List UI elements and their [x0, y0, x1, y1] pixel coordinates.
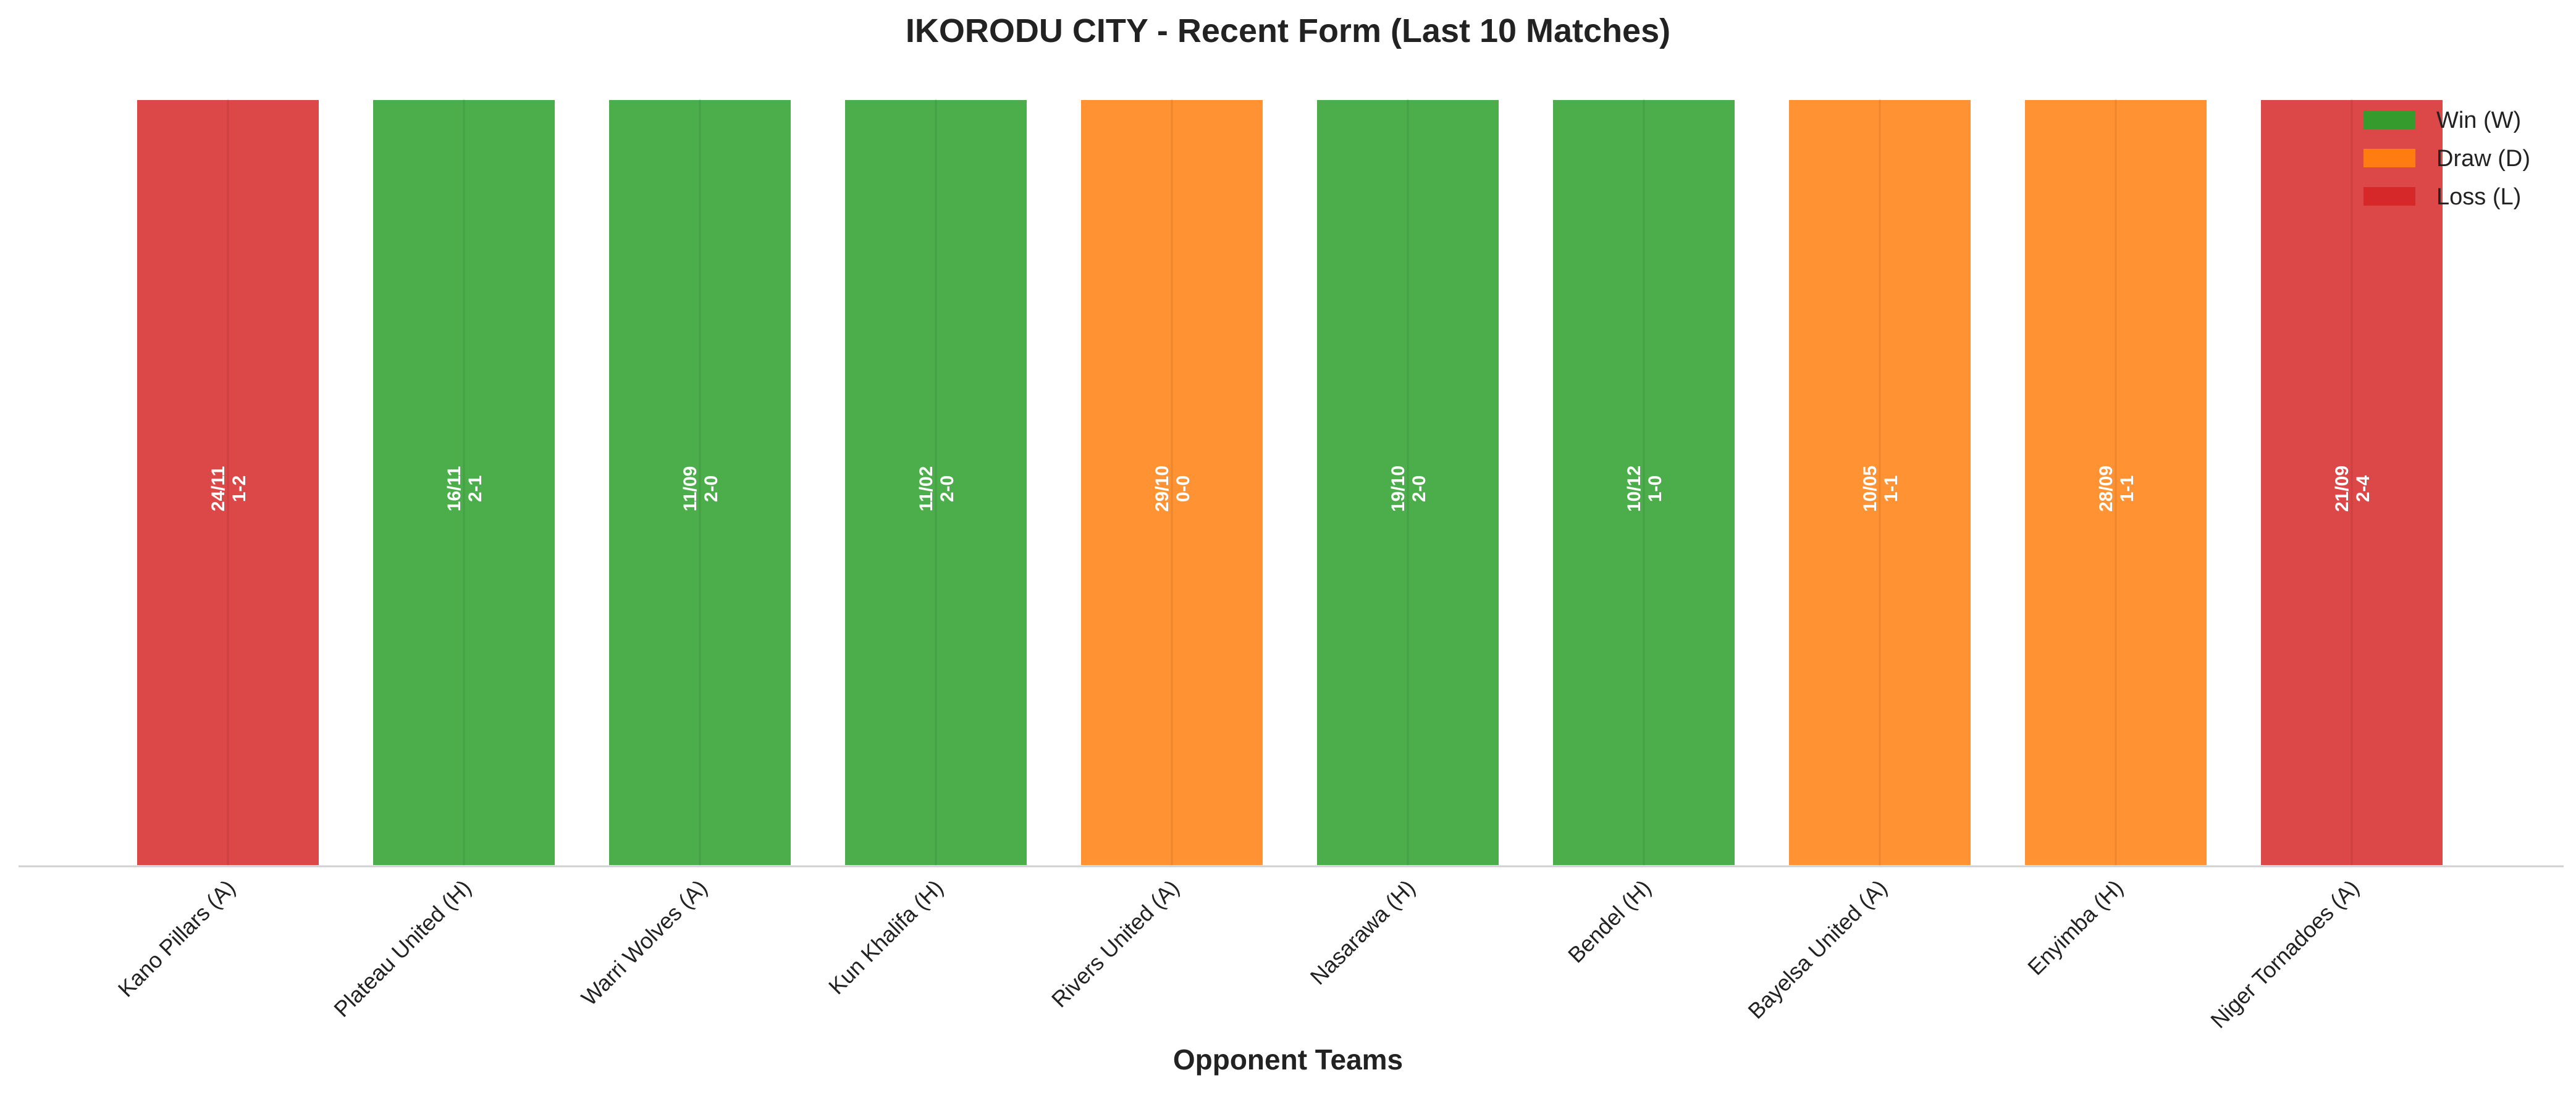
match-score-label: 1-2	[229, 475, 250, 502]
bar-9	[2022, 98, 2209, 868]
bar-5	[1079, 98, 1265, 868]
bar-annotation: 19/10 2-0	[1388, 466, 1429, 512]
bar-annotation: 11/09 2-0	[680, 466, 722, 511]
bar-annotation: 28/09 1-1	[2096, 466, 2137, 512]
bar-10	[2258, 98, 2445, 868]
match-date-label: 10/12	[1624, 466, 1644, 512]
legend: Win (W) Draw (D) Loss (L)	[2363, 107, 2530, 210]
bar-7	[1551, 98, 1737, 868]
legend-label-w: Win (W)	[2436, 107, 2521, 133]
match-score-label: 2-0	[937, 475, 958, 502]
match-score-label: 0-0	[1173, 475, 1193, 502]
bar-annotation: 10/05 1-1	[1860, 466, 1901, 512]
legend-label-d: Draw (D)	[2436, 146, 2530, 172]
x-axis-label: Opponent Teams	[1173, 1044, 1403, 1076]
match-score-label: 1-0	[1645, 475, 1665, 502]
bar-annotation: 21/09 2-4	[2332, 466, 2373, 512]
bar-1	[135, 98, 321, 868]
bar-annotation: 24/11 1-2	[208, 466, 250, 511]
bars-layer: 24/11 1-2 16/11 2-1 11/09 2-0 11/02 2-0 29/10 0-0…	[135, 98, 2445, 868]
match-date-label: 16/11	[444, 466, 465, 511]
match-score-label: 2-1	[465, 475, 486, 502]
bar-3	[607, 98, 793, 868]
legend-swatch-l	[2363, 187, 2415, 206]
bar-2	[371, 98, 557, 868]
match-score-label: 2-4	[2353, 475, 2373, 503]
bar-4	[843, 98, 1029, 868]
match-score-label: 1-1	[2117, 475, 2137, 502]
bar-6	[1315, 98, 1501, 868]
bar-annotation: 29/10 0-0	[1152, 466, 1193, 512]
match-score-label: 1-1	[1881, 475, 1901, 502]
match-date-label: 24/11	[208, 466, 229, 511]
match-date-label: 10/05	[1860, 466, 1880, 512]
match-score-label: 2-0	[1409, 475, 1429, 502]
legend-label-l: Loss (L)	[2436, 184, 2521, 210]
bar-annotation: 11/02 2-0	[916, 466, 958, 511]
legend-swatch-d	[2363, 149, 2415, 167]
match-date-label: 11/09	[680, 466, 701, 511]
legend-swatch-w	[2363, 111, 2415, 129]
bar-8	[1787, 98, 1973, 868]
chart-title: IKORODU CITY - Recent Form (Last 10 Matc…	[906, 12, 1670, 49]
bar-annotation: 16/11 2-1	[444, 466, 486, 511]
match-date-label: 21/09	[2332, 466, 2352, 512]
match-date-label: 28/09	[2096, 466, 2116, 512]
bar-annotation: 10/12 1-0	[1624, 466, 1665, 512]
match-date-label: 19/10	[1388, 466, 1408, 512]
match-date-label: 11/02	[916, 466, 937, 511]
match-date-label: 29/10	[1152, 466, 1172, 512]
match-score-label: 2-0	[701, 475, 722, 502]
